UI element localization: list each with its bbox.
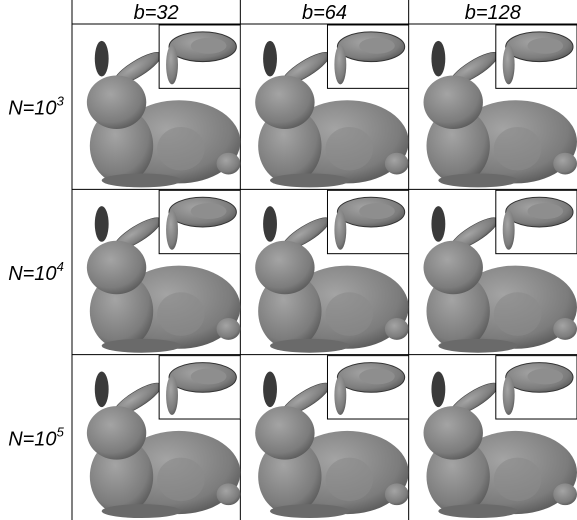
row-label: N=105	[8, 424, 64, 450]
bunny-render	[86, 189, 241, 354]
row-label-base: N=10	[8, 263, 56, 285]
row-label-base: N=10	[8, 428, 56, 450]
bunny-render	[423, 355, 577, 519]
row-label-base: N=10	[8, 98, 56, 120]
row-label-exponent: 3	[57, 94, 65, 109]
bunny-render	[86, 24, 241, 188]
bunny-render	[254, 355, 409, 519]
row-label: N=104	[8, 259, 64, 285]
row-label: N=103	[8, 94, 64, 120]
bunny-render	[254, 189, 409, 354]
bunny-render	[423, 189, 577, 354]
bunny-render	[86, 355, 241, 519]
row-label-exponent: 5	[57, 424, 65, 439]
column-label: b=64	[302, 2, 347, 24]
column-label: b=128	[465, 2, 521, 24]
column-label: b=32	[134, 2, 179, 24]
bunny-render	[423, 24, 577, 188]
row-label-exponent: 4	[57, 259, 64, 274]
bunny-render	[254, 24, 409, 188]
